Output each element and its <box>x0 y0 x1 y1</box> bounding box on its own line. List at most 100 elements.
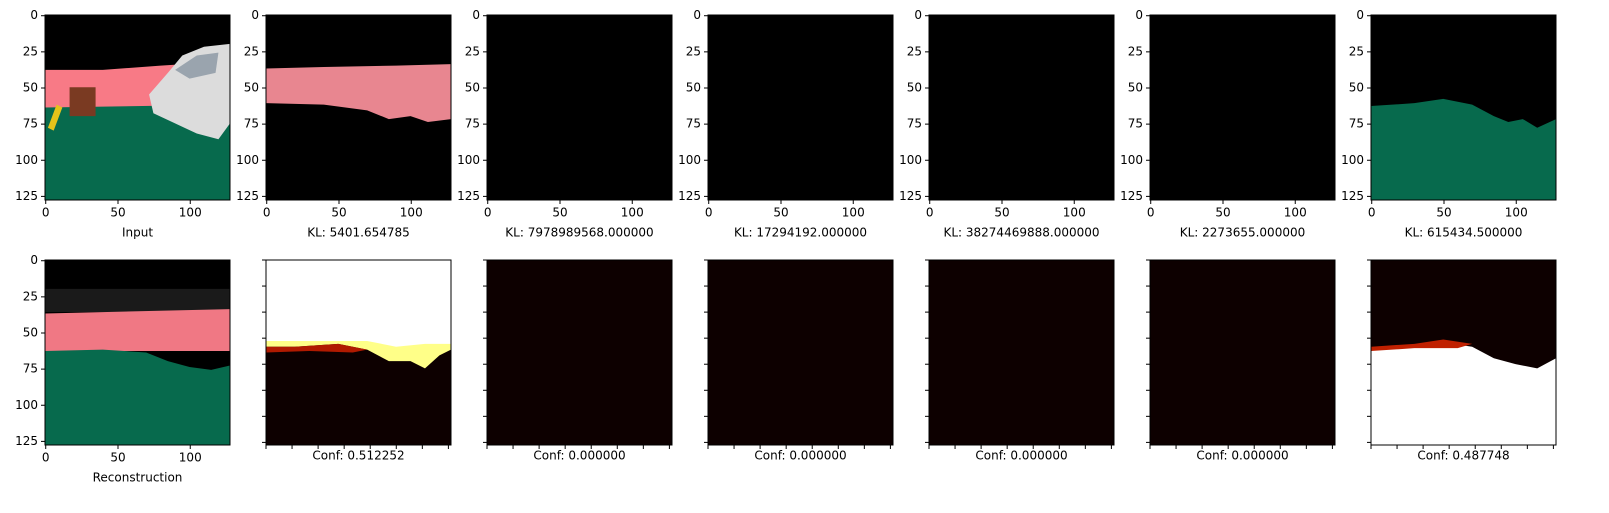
y-tick-label: 75 <box>907 117 922 131</box>
y-tick-label: 75 <box>1128 117 1143 131</box>
axes: Conf: 0.000000 <box>925 259 1115 463</box>
y-tick-label: 50 <box>465 80 480 94</box>
axes-frame <box>44 259 231 446</box>
y-tick-label: 25 <box>907 44 922 58</box>
x-tick-label: 100 <box>621 206 644 220</box>
image <box>1371 260 1556 445</box>
x-tick-label: 0 <box>263 206 271 220</box>
x-tick-label: 100 <box>1063 206 1086 220</box>
image <box>45 260 230 445</box>
image <box>1150 260 1335 445</box>
image <box>708 260 893 445</box>
x-tick-label: 50 <box>1215 206 1230 220</box>
x-label: Reconstruction <box>93 471 183 485</box>
axes: 0 50 100 0 25 50 75 100 125 KL: 17294192.000000 <box>678 8 894 240</box>
y-tick-label: 100 <box>678 153 701 167</box>
y-tick-label: 0 <box>251 8 259 22</box>
x-label: KL: 38274469888.000000 <box>943 226 1099 240</box>
y-tick-label: 75 <box>686 117 701 131</box>
y-tick-label: 100 <box>1120 153 1143 167</box>
y-tick-label: 25 <box>23 44 38 58</box>
y-tick-label: 50 <box>907 80 922 94</box>
y-tick-label: 25 <box>244 44 259 58</box>
x-label: Conf: 0.000000 <box>754 449 846 463</box>
y-tick-label: 125 <box>1341 189 1364 203</box>
axes-frame <box>265 14 452 201</box>
y-tick-label: 100 <box>1341 153 1364 167</box>
y-tick-label: 125 <box>899 189 922 203</box>
axes-frame <box>1370 14 1557 201</box>
axes-frame <box>486 259 673 446</box>
x-label: Input <box>122 226 153 240</box>
y-tick-label: 25 <box>465 44 480 58</box>
y-tick-label: 100 <box>457 153 480 167</box>
x-tick-label: 100 <box>400 206 423 220</box>
y-tick-label: 50 <box>1349 80 1364 94</box>
x-tick-label: 50 <box>773 206 788 220</box>
y-tick-label: 100 <box>236 153 259 167</box>
x-tick-label: 100 <box>179 451 202 465</box>
image <box>929 15 1114 200</box>
y-tick-label: 0 <box>914 8 922 22</box>
x-tick-label: 0 <box>1147 206 1155 220</box>
x-tick-label: 50 <box>331 206 346 220</box>
y-tick-label: 75 <box>244 117 259 131</box>
x-tick-label: 0 <box>926 206 934 220</box>
axes: 0 50 100 0 25 50 75 100 125 KL: 5401.654785 <box>236 8 452 240</box>
axes: Conf: 0.487748 <box>1367 259 1557 463</box>
x-label: KL: 7978989568.000000 <box>505 226 653 240</box>
y-tick-label: 125 <box>678 189 701 203</box>
y-tick-label: 125 <box>15 434 38 448</box>
x-label: KL: 5401.654785 <box>307 226 410 240</box>
y-tick-label: 25 <box>23 289 38 303</box>
x-tick-label: 50 <box>552 206 567 220</box>
y-tick-label: 125 <box>1120 189 1143 203</box>
image <box>487 15 672 200</box>
axes-frame <box>1149 259 1336 446</box>
image <box>929 260 1114 445</box>
image <box>487 260 672 445</box>
x-label: Conf: 0.000000 <box>975 449 1067 463</box>
x-label: KL: 2273655.000000 <box>1180 226 1305 240</box>
y-tick-label: 100 <box>899 153 922 167</box>
x-label: Conf: 0.512252 <box>312 449 404 463</box>
axes: Conf: 0.512252 <box>262 259 452 463</box>
y-tick-label: 75 <box>23 362 38 376</box>
y-tick-label: 75 <box>23 117 38 131</box>
x-tick-label: 100 <box>1284 206 1307 220</box>
axes-frame <box>928 259 1115 446</box>
y-tick-label: 125 <box>15 189 38 203</box>
image <box>1371 15 1556 200</box>
x-tick-label: 0 <box>42 206 50 220</box>
y-tick-label: 0 <box>472 8 480 22</box>
axes: Conf: 0.000000 <box>483 259 673 463</box>
x-tick-label: 0 <box>42 451 50 465</box>
y-tick-label: 0 <box>693 8 701 22</box>
y-tick-label: 50 <box>23 80 38 94</box>
x-label: Conf: 0.000000 <box>1196 449 1288 463</box>
x-tick-label: 0 <box>1368 206 1376 220</box>
axes: 0 50 100 0 25 50 75 100 125 Reconstruction <box>15 253 231 485</box>
y-tick-label: 100 <box>15 153 38 167</box>
y-tick-label: 0 <box>30 253 38 267</box>
x-tick-label: 50 <box>1436 206 1451 220</box>
axes: Conf: 0.000000 <box>1146 259 1336 463</box>
x-tick-label: 0 <box>705 206 713 220</box>
y-tick-label: 50 <box>1128 80 1143 94</box>
x-tick-label: 100 <box>842 206 865 220</box>
axes: Conf: 0.000000 <box>704 259 894 463</box>
x-label: Conf: 0.000000 <box>533 449 625 463</box>
y-tick-label: 125 <box>457 189 480 203</box>
y-tick-label: 0 <box>1356 8 1364 22</box>
axes: 0 50 100 0 25 50 75 100 125 KL: 7978989568.000000 <box>457 8 673 240</box>
axes-frame <box>707 259 894 446</box>
x-tick-label: 50 <box>110 451 125 465</box>
axes: 0 50 100 0 25 50 75 100 125 Input <box>15 8 231 240</box>
axes-frame <box>707 14 894 201</box>
x-tick-label: 50 <box>994 206 1009 220</box>
y-tick-label: 75 <box>1349 117 1364 131</box>
axes-frame <box>928 14 1115 201</box>
y-tick-label: 0 <box>1135 8 1143 22</box>
axes-frame <box>486 14 673 201</box>
